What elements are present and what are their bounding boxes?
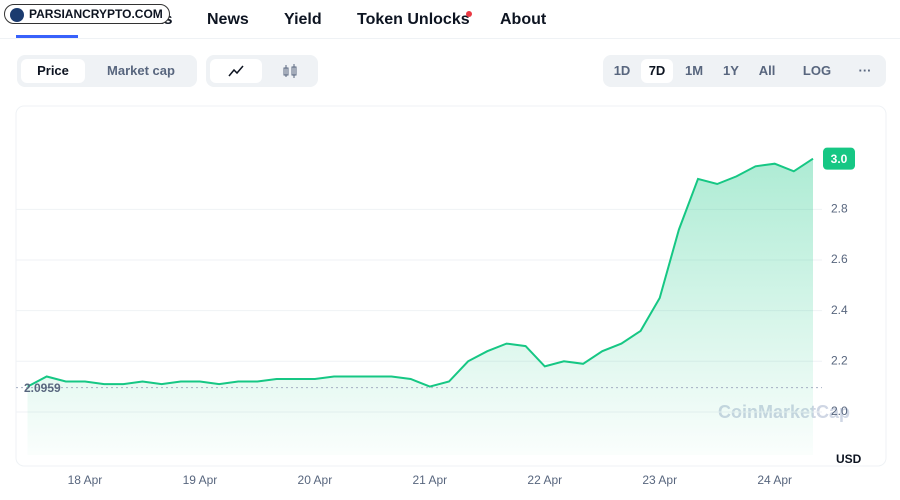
log-button[interactable]: LOG [802,63,832,78]
x-tick-label: 24 Apr [757,473,792,487]
candle-icon[interactable] [266,59,314,83]
range-toggle: 1D 7D 1M 1Y All LOG ··· [603,55,886,87]
range-button[interactable]: 1Y [723,63,739,78]
x-tick-label: 19 Apr [183,473,218,487]
y-tick-label: 2.6 [831,252,848,266]
x-tick-label: 22 Apr [527,473,562,487]
range-button[interactable]: 1D [613,63,631,78]
price-tab[interactable]: Price [21,59,85,83]
range-button[interactable]: 1M [684,63,704,78]
line-icon[interactable] [210,59,262,83]
nav-tab[interactable]: Token Unlocks [357,11,470,28]
icon [228,65,244,77]
range-button[interactable]: All [758,63,776,78]
more-button[interactable]: ··· [858,63,872,78]
range-button[interactable]: 7D [641,59,673,83]
area [27,158,813,455]
y-tick-label: 2.4 [831,303,848,317]
y-tick-label: 2.0 [831,404,848,418]
nav-tab[interactable]: Yield [284,11,322,28]
x-tick-label: 20 Apr [298,473,333,487]
metric-toggle: Price Market cap [17,55,197,87]
x-tick-label: 21 Apr [412,473,447,487]
divider [0,38,900,39]
icon [283,64,297,78]
y-tick-label: 2.8 [831,201,848,215]
nav-bar: Chart Markets News Yield Token Unlocks A… [0,0,900,39]
active-underline [16,35,78,38]
x-tick-label: 18 Apr [68,473,103,487]
price-badge-label: 3.0 [831,152,848,166]
chart-frame [15,105,887,467]
watermark: PARSIANCRYPTO.COM [4,4,170,24]
market-cap-tab[interactable]: Market cap [107,63,175,78]
nav-tab[interactable]: About [500,11,547,28]
y-unit: USD [836,452,862,466]
chart-style-toggle [206,55,318,87]
nav-tab[interactable]: News [207,11,249,28]
price-badge [823,147,855,170]
x-tick-label: 23 Apr [642,473,677,487]
price-line [27,157,814,388]
y-tick-label: 2.2 [831,353,848,367]
reference-label: 2.0959 [24,381,61,395]
notification-dot [466,11,472,17]
